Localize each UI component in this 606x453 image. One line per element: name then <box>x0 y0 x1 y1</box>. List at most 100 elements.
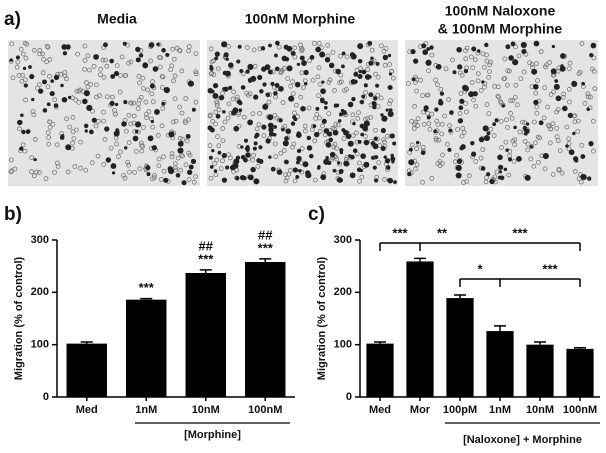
cell <box>338 112 343 117</box>
cell <box>331 144 337 150</box>
cell <box>521 49 527 55</box>
bar <box>66 343 107 397</box>
cell <box>16 73 22 78</box>
cell <box>546 123 552 129</box>
cell <box>578 179 584 185</box>
cell <box>494 118 499 123</box>
cell <box>315 46 322 53</box>
cell <box>352 148 358 153</box>
cell <box>183 162 189 168</box>
cell <box>361 69 367 75</box>
cell <box>384 158 391 164</box>
cell <box>14 64 20 70</box>
cell <box>47 119 52 125</box>
cell <box>295 132 302 139</box>
cell <box>332 88 337 93</box>
cell <box>302 161 309 168</box>
cell <box>286 171 292 177</box>
cell <box>123 100 128 105</box>
cell <box>421 43 427 49</box>
cell <box>211 72 217 78</box>
cell <box>236 59 241 64</box>
cell <box>233 158 240 165</box>
cell <box>19 146 24 151</box>
cell <box>128 121 134 127</box>
cell <box>268 131 274 137</box>
bar <box>526 344 554 397</box>
cell <box>34 169 40 175</box>
cell <box>286 45 293 52</box>
cell <box>534 110 540 116</box>
cell <box>12 166 18 172</box>
cell <box>222 119 228 125</box>
cell <box>516 155 522 162</box>
cell <box>376 160 382 166</box>
cell <box>566 136 572 142</box>
cell <box>385 108 389 112</box>
cell <box>425 92 431 98</box>
cell <box>510 98 516 103</box>
cell <box>219 95 225 101</box>
cell <box>439 91 445 96</box>
cell <box>29 169 34 175</box>
cell <box>225 115 231 121</box>
cell <box>161 168 167 174</box>
cell <box>132 170 137 175</box>
cell <box>356 160 362 166</box>
cell <box>382 177 387 182</box>
cell <box>464 45 470 51</box>
cell <box>226 43 232 49</box>
cell <box>499 175 505 181</box>
cell <box>458 91 464 96</box>
cell <box>328 137 334 143</box>
error-bar <box>80 341 93 344</box>
group-label: [Naloxone] + Morphine <box>463 434 582 446</box>
cell <box>525 147 531 153</box>
cell <box>215 113 221 119</box>
cell <box>371 156 375 160</box>
bar <box>446 298 474 397</box>
bar <box>566 348 594 397</box>
cell <box>142 62 149 69</box>
cell <box>131 113 137 119</box>
cell <box>504 82 510 88</box>
cell <box>177 135 183 141</box>
cell <box>434 82 440 88</box>
cell <box>553 83 560 90</box>
cell <box>325 155 329 160</box>
cell <box>547 140 553 146</box>
bar <box>366 343 394 397</box>
cell <box>213 109 219 115</box>
cell <box>288 95 295 102</box>
cell <box>149 91 155 97</box>
cell <box>542 85 548 91</box>
cell <box>21 129 26 135</box>
cell <box>357 178 362 184</box>
cell <box>367 40 373 46</box>
cell <box>89 160 95 166</box>
cell <box>352 121 356 126</box>
cell <box>492 122 497 127</box>
cell <box>525 141 531 147</box>
cell <box>301 60 307 66</box>
cell <box>347 101 354 108</box>
cell <box>31 173 37 179</box>
cell <box>53 74 60 81</box>
cell <box>45 84 51 90</box>
x-tick-label: 10nM <box>192 404 220 416</box>
cell <box>315 74 321 80</box>
cell <box>169 154 175 160</box>
cell <box>46 141 52 147</box>
cell <box>226 101 232 107</box>
cell <box>572 169 578 174</box>
cell <box>588 141 594 147</box>
cell <box>587 94 593 100</box>
cell <box>337 119 342 123</box>
cell <box>580 174 585 179</box>
cell <box>385 165 391 170</box>
cell <box>55 164 61 169</box>
cell <box>295 174 300 179</box>
cell <box>538 49 544 55</box>
cell <box>158 177 164 182</box>
cell <box>214 56 219 61</box>
